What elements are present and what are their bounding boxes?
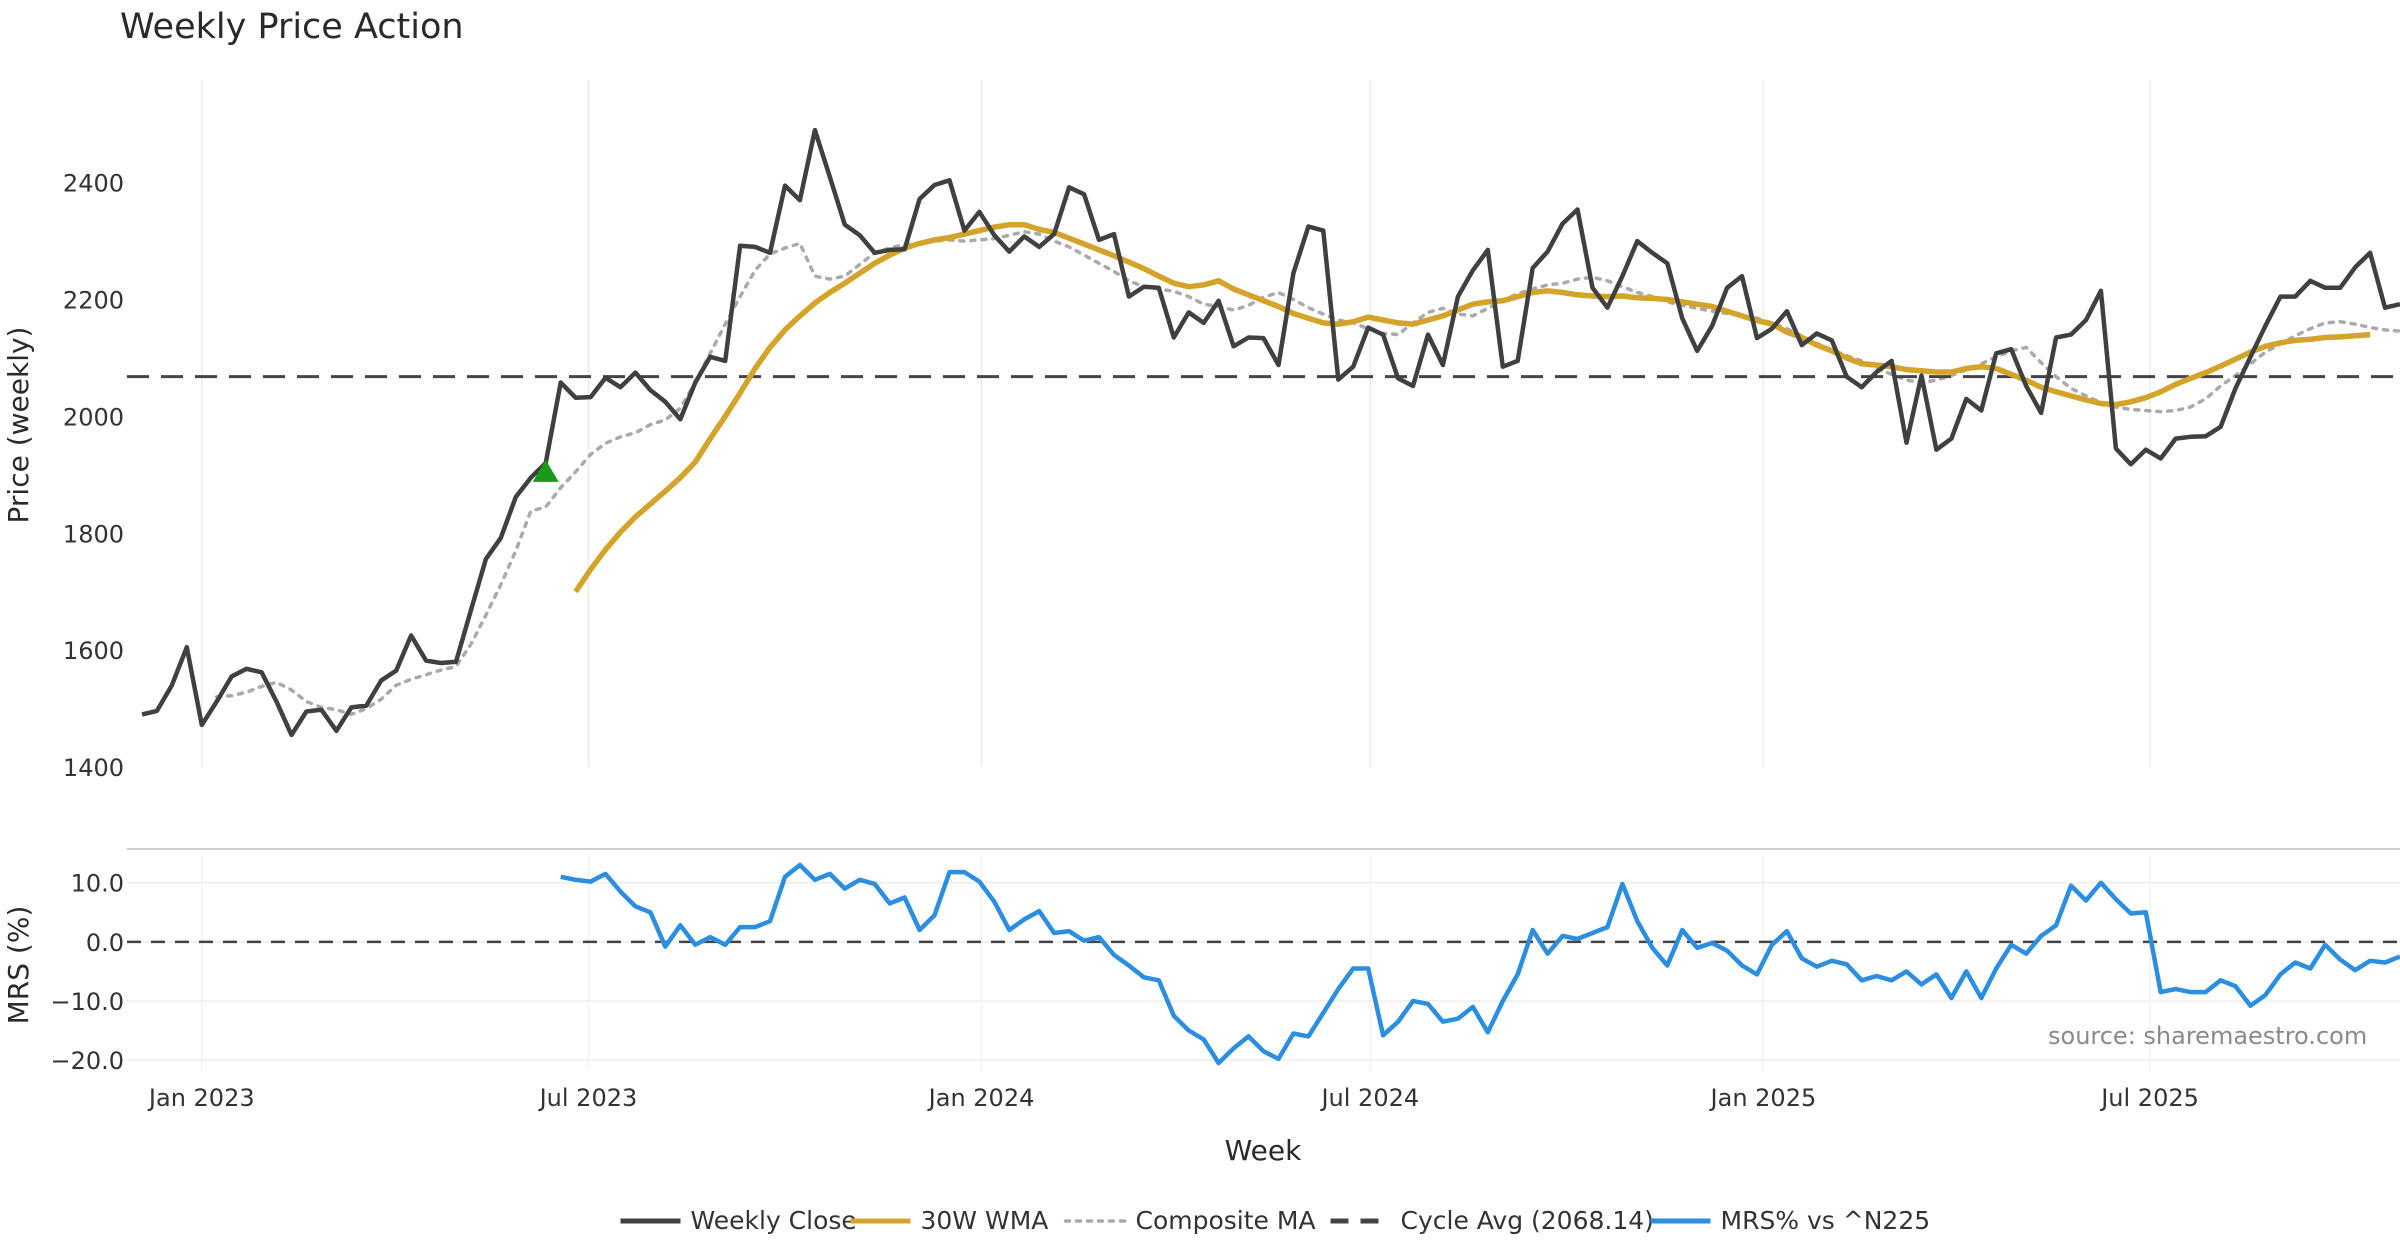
price-y-tick-label: 2200: [63, 287, 124, 315]
price-y-tick-label: 1800: [63, 520, 124, 548]
series-line-mrs-vs-n225: [560, 862, 2400, 1066]
x-tick-label: Jul 2023: [538, 1084, 638, 1112]
x-ticks: Jan 2023 Jul 2023 Jan 2024 Jul 2024 Jan 2025…: [147, 1084, 2199, 1112]
source-annotation: source: sharemaestro.com: [2048, 1022, 2367, 1050]
marker-layer: [532, 459, 559, 482]
legend-label: 30W WMA: [921, 1206, 1049, 1235]
mrs-axis-title: MRS (%): [2, 906, 35, 1025]
price-series-layer: [127, 127, 2400, 738]
price-y-tick-label: 1400: [63, 754, 124, 782]
legend: Weekly Close 30W WMA Composite MA Cycle Avg…: [620, 1206, 1931, 1235]
legend-label: MRS% vs ^N225: [1721, 1206, 1931, 1235]
legend-label: Composite MA: [1136, 1206, 1316, 1235]
price-y-tick-label: 2400: [63, 170, 124, 198]
x-tick-label: Jul 2024: [1319, 1084, 1419, 1112]
mrs-y-tick-label: −20.0: [50, 1047, 124, 1075]
mrs-y-ticks: −20.0 −10.0 0.0 10.0: [50, 870, 124, 1075]
x-axis-title: Week: [1225, 1134, 1302, 1167]
x-tick-label: Jul 2025: [2099, 1084, 2199, 1112]
legend-label: Cycle Avg (2068.14): [1401, 1206, 1654, 1235]
signal-triangle-marker: [532, 459, 559, 482]
price-y-ticks: 1400 1600 1800 2000 2200 2400: [63, 170, 124, 782]
legend-label: Weekly Close: [691, 1206, 857, 1235]
series-line-composite-ma: [214, 229, 2400, 717]
price-axis-title: Price (weekly): [2, 327, 35, 524]
price-y-tick-label: 2000: [63, 403, 124, 431]
mrs-y-tick-label: 0.0: [86, 929, 124, 957]
x-tick-label: Jan 2023: [147, 1084, 255, 1112]
price-panel-grid: [201, 80, 2151, 767]
x-tick-label: Jan 2024: [927, 1084, 1035, 1112]
x-tick-label: Jan 2025: [1709, 1084, 1817, 1112]
price-y-tick-label: 1600: [63, 637, 124, 665]
series-line-30w-wma: [573, 221, 2371, 594]
mrs-panel-grid: [127, 855, 2400, 1071]
mrs-y-tick-label: 10.0: [71, 870, 124, 898]
chart-title: Weekly Price Action: [120, 7, 464, 47]
mrs-y-tick-label: −10.0: [50, 988, 124, 1016]
mrs-series-layer: [560, 862, 2400, 1066]
series-line-weekly-close: [141, 127, 2400, 738]
